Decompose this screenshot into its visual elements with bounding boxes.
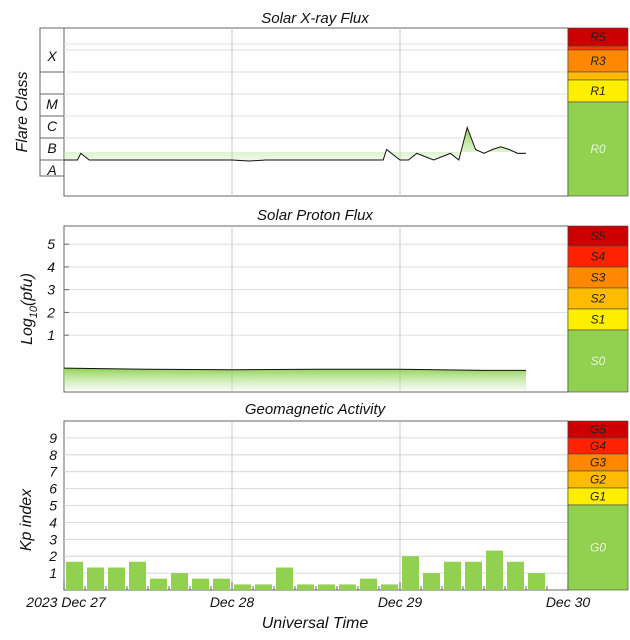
kp-bar (423, 573, 440, 590)
x-axis: 2023 Dec 27 Dec 28 Dec 29 Dec 30 Univers… (25, 594, 590, 632)
y-axis-label: Kp index (18, 488, 35, 551)
scale-bar: R5 R3 R1 R0 (567, 27, 629, 197)
scale-segment (567, 45, 629, 51)
kp-bar (171, 573, 188, 590)
kp-bar (66, 561, 83, 590)
scale-label-s5: S5 (591, 229, 606, 243)
kp-bar (255, 584, 272, 590)
scale-segment (567, 71, 629, 81)
ytick-2: 2 (46, 304, 55, 320)
kp-bar (318, 584, 335, 590)
scale-label-r3: R3 (590, 54, 606, 68)
panel-title: Geomagnetic Activity (245, 401, 387, 418)
ytick-7: 7 (49, 464, 58, 480)
scale-label-r5: R5 (590, 30, 606, 44)
scale-label-g1: G1 (590, 490, 606, 504)
scale-label-s3: S3 (591, 271, 606, 285)
kp-bar (129, 561, 146, 590)
kp-bar (507, 561, 524, 590)
plot-frame (63, 27, 569, 197)
panel-title: Solar Proton Flux (257, 207, 373, 224)
proton-line (63, 367, 526, 371)
kp-bar (108, 567, 125, 590)
ytick-6: 6 (49, 481, 57, 497)
ytick-3: 3 (49, 531, 57, 547)
x-tick-1: Dec 28 (210, 594, 255, 610)
ytick-b: B (47, 140, 56, 156)
y-axis-label: Flare Class (14, 72, 31, 153)
kp-bar (150, 578, 167, 590)
plot-frame (63, 225, 569, 393)
ytick-5: 5 (49, 498, 57, 514)
panel-1: Solar Proton Flux 1 2 3 4 5 Log10(pfu) S5 S4 S3 S2… (19, 207, 629, 393)
kp-bar (339, 584, 356, 590)
scale-segment (567, 101, 629, 197)
ytick-5: 5 (47, 236, 55, 252)
class-box (39, 27, 65, 177)
ytick-4: 4 (47, 259, 55, 275)
ytick-1: 1 (49, 565, 57, 581)
scale-label-g0: G0 (590, 541, 606, 555)
scale-label-r1: R1 (590, 84, 605, 98)
scale-label-s0: S0 (591, 354, 606, 368)
ytick-8: 8 (49, 447, 57, 463)
x-axis-label: Universal Time (262, 615, 369, 632)
kp-bar (528, 573, 545, 590)
ytick-m: M (46, 96, 58, 112)
ytick-c: C (47, 118, 58, 134)
scale-segment (567, 329, 629, 393)
scale-label-g4: G4 (590, 439, 606, 453)
kp-bar (381, 584, 398, 590)
scale-bar: G5 G4 G3 G2 G1 G0 (567, 420, 629, 591)
xray-area (64, 127, 526, 162)
ytick-1: 1 (47, 327, 55, 343)
scale-label-r0: R0 (590, 142, 606, 156)
panel-title: Solar X-ray Flux (261, 10, 369, 27)
scale-label-s2: S2 (591, 292, 606, 306)
scale-label-s4: S4 (591, 250, 606, 264)
kp-bar (360, 578, 377, 590)
x-tick-3: Dec 30 (546, 594, 591, 610)
proton-area (64, 368, 526, 390)
ytick-2: 2 (48, 548, 57, 564)
kp-bar (486, 550, 503, 590)
ytick-4: 4 (49, 514, 57, 530)
scale-label-s1: S1 (591, 313, 606, 327)
xray-line (64, 125, 526, 162)
kp-bar (87, 567, 104, 590)
scale-bar: S5 S4 S3 S2 S1 S0 (567, 225, 629, 393)
kp-bar (444, 561, 461, 590)
ytick-3: 3 (47, 282, 55, 298)
ytick-9: 9 (49, 430, 57, 446)
kp-bar (402, 556, 419, 590)
scale-label-g2: G2 (590, 473, 606, 487)
x-tick-0: 2023 Dec 27 (25, 594, 107, 610)
y-axis-label: Log10(pfu) (19, 273, 40, 345)
scale-label-g5: G5 (590, 423, 606, 437)
ytick-x: X (46, 48, 57, 64)
kp-bar (465, 561, 482, 590)
kp-bar (297, 584, 314, 590)
scale-segment (567, 504, 629, 591)
scale-label-g3: G3 (590, 456, 606, 470)
x-tick-2: Dec 29 (378, 594, 423, 610)
ytick-a: A (46, 162, 56, 178)
kp-bar (234, 584, 251, 590)
kp-bar (192, 578, 209, 590)
kp-bar (213, 578, 230, 590)
kp-bar (276, 567, 293, 590)
